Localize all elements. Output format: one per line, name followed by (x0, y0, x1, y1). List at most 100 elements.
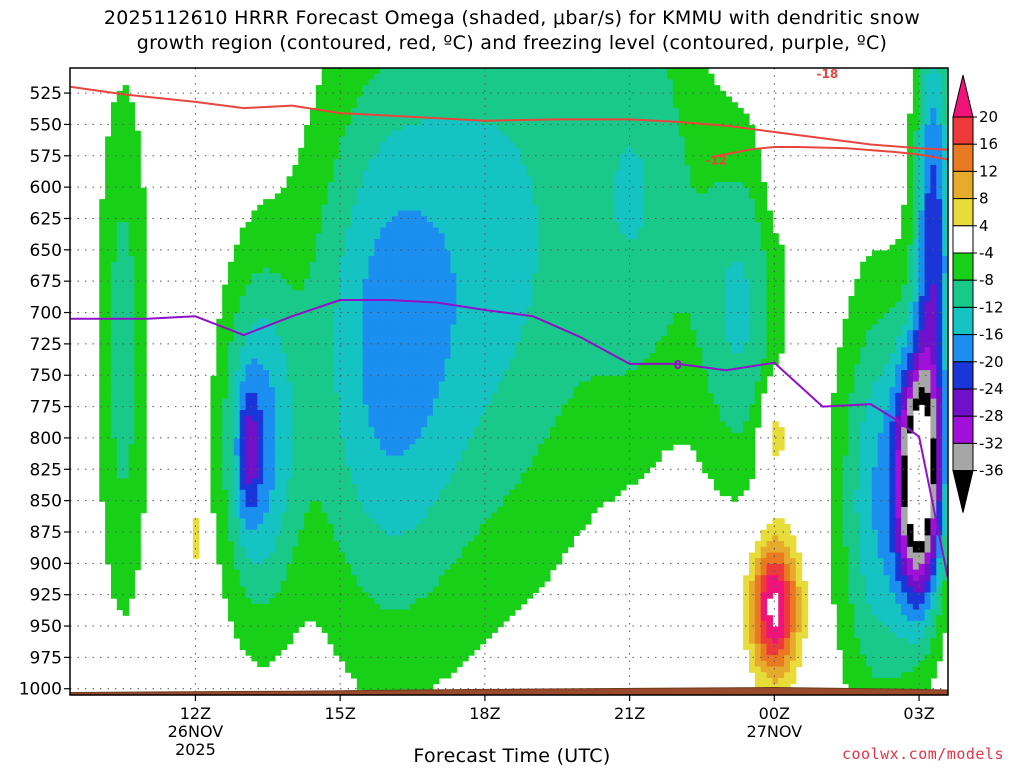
omega-cell (473, 68, 481, 75)
omega-cell (110, 444, 118, 451)
omega-cell (315, 370, 323, 377)
omega-cell (380, 318, 387, 326)
omega-cell (327, 609, 334, 616)
omega-cell (473, 290, 481, 297)
omega-cell (222, 301, 229, 308)
omega-cell (339, 541, 346, 548)
omega-cell (222, 501, 229, 508)
omega-cell (427, 575, 434, 582)
omega-cell (257, 660, 264, 668)
omega-cell (473, 404, 481, 411)
omega-cell (444, 250, 452, 257)
omega-cell (269, 421, 276, 428)
omega-cell (263, 472, 270, 479)
omega-cell (380, 239, 387, 246)
omega-cell (362, 484, 370, 491)
omega-cell (468, 472, 475, 479)
omega-cell (210, 478, 217, 485)
omega-cell (345, 575, 352, 582)
omega-cell (298, 347, 305, 354)
omega-cell (257, 313, 264, 320)
omega-cell (397, 176, 405, 183)
omega-cell (309, 427, 317, 434)
omega-cell (356, 461, 364, 468)
omega-cell (479, 244, 487, 251)
omega-cell (222, 330, 229, 337)
omega-cell (456, 392, 463, 400)
omega-cell (280, 387, 288, 394)
omega-cell (368, 136, 375, 143)
omega-cell (345, 313, 352, 320)
omega-cell (245, 489, 253, 497)
omega-cell (415, 484, 422, 491)
omega-cell (339, 90, 346, 98)
omega-cell (298, 518, 305, 525)
omega-cell (292, 501, 299, 508)
omega-cell (239, 313, 247, 320)
omega-cell (321, 552, 329, 559)
omega-cell (432, 79, 440, 86)
omega-cell (298, 244, 305, 251)
omega-cell (391, 90, 399, 98)
omega-cell (438, 421, 446, 428)
omega-cell (110, 193, 118, 200)
omega-cell (456, 524, 463, 531)
omega-cell (403, 643, 411, 650)
omega-cell (462, 341, 469, 348)
omega-cell (409, 489, 416, 497)
omega-cell (403, 569, 411, 576)
omega-cell (327, 324, 334, 331)
omega-cell (257, 239, 264, 246)
omega-cell (462, 119, 469, 126)
omega-cell (315, 267, 323, 274)
omega-cell (99, 484, 106, 491)
omega-cell (421, 278, 428, 286)
omega-cell (298, 478, 305, 485)
omega-cell (427, 615, 434, 622)
omega-cell (128, 387, 135, 394)
omega-cell (415, 444, 422, 451)
omega-cell (386, 261, 393, 269)
omega-cell (356, 330, 364, 337)
omega-cell (140, 410, 147, 417)
omega-cell (432, 267, 440, 274)
omega-cell (128, 199, 135, 206)
omega-cell (468, 176, 475, 183)
omega-cell (286, 478, 294, 485)
omega-cell (122, 187, 130, 194)
omega-cell (116, 558, 124, 565)
omega-cell (374, 130, 381, 137)
omega-cell (280, 370, 288, 377)
omega-cell (280, 330, 288, 337)
omega-cell (356, 244, 364, 251)
omega-cell (251, 227, 258, 234)
omega-cell (257, 501, 264, 508)
omega-cell (432, 421, 440, 428)
omega-cell (116, 204, 124, 212)
omega-cell (228, 267, 235, 274)
omega-cell (421, 256, 428, 263)
omega-cell (105, 278, 112, 286)
omega-cell (350, 529, 358, 536)
omega-cell (356, 182, 364, 189)
omega-cell (333, 119, 340, 126)
omega-cell (432, 569, 440, 576)
omega-cell (345, 524, 352, 531)
omega-cell (362, 455, 370, 462)
omega-cell (239, 569, 247, 576)
omega-cell (397, 489, 405, 497)
omega-cell (450, 655, 457, 662)
omega-cell (321, 392, 329, 400)
omega-cell (362, 199, 370, 206)
omega-cell (380, 410, 387, 417)
omega-cell (462, 581, 469, 588)
omega-cell (245, 273, 253, 280)
omega-cell (362, 415, 370, 422)
omega-cell (140, 353, 147, 360)
omega-cell (362, 512, 370, 519)
omega-cell (421, 381, 428, 388)
omega-cell (309, 512, 317, 519)
omega-cell (99, 324, 106, 331)
omega-cell (386, 364, 393, 371)
omega-cell (274, 444, 282, 451)
